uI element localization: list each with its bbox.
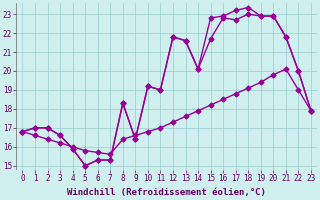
X-axis label: Windchill (Refroidissement éolien,°C): Windchill (Refroidissement éolien,°C)	[67, 188, 266, 197]
